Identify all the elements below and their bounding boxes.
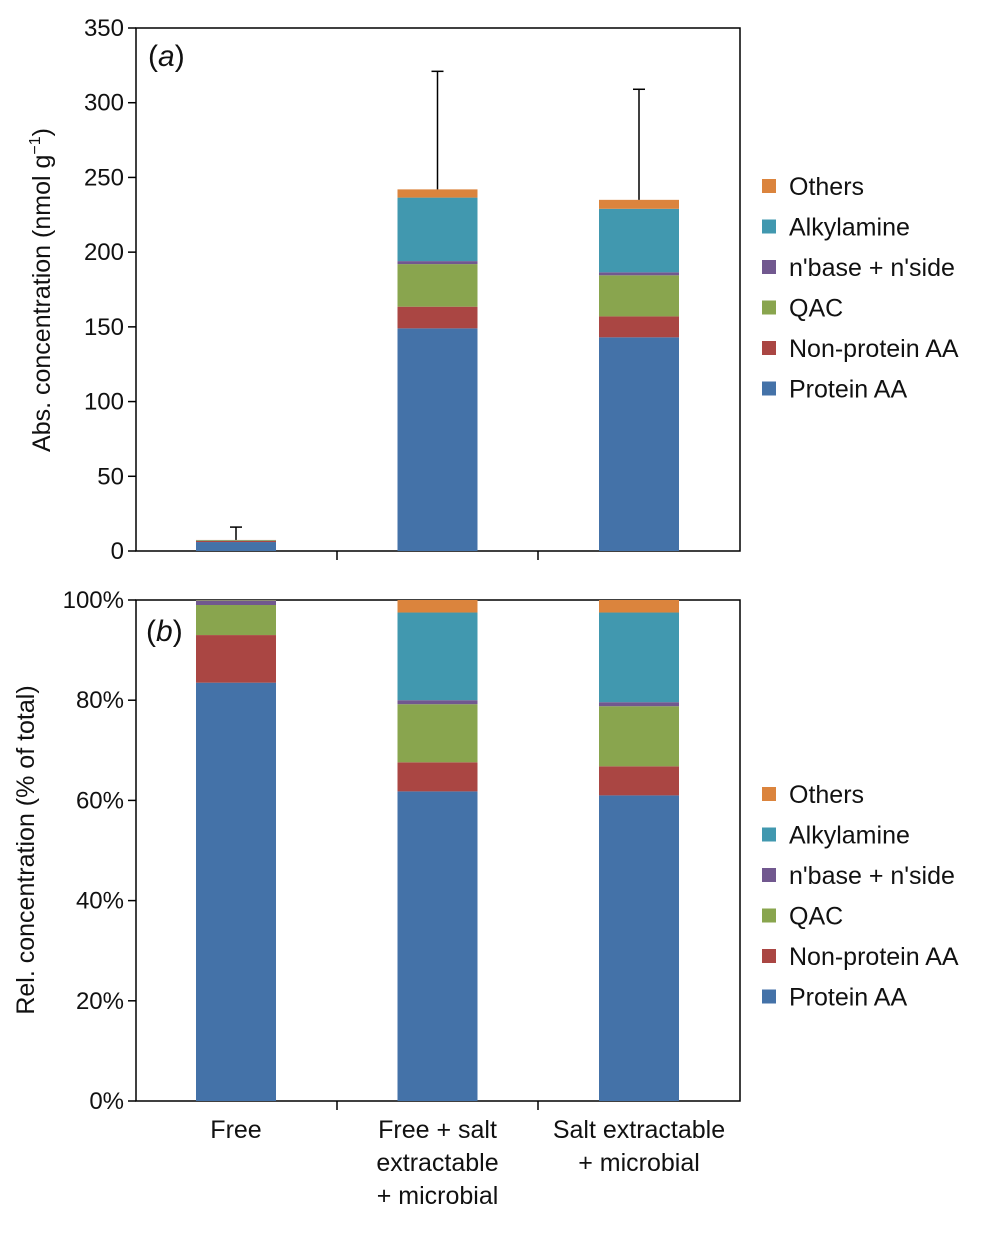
bar-qac [398, 704, 478, 762]
b-y-tick-label: 20% [76, 988, 124, 1015]
category-label: Free + salt [378, 1116, 497, 1144]
bar-qac [398, 264, 478, 307]
bar-others [398, 189, 478, 197]
panel-b-bars [196, 600, 679, 1101]
bar-non-protein-aa [398, 307, 478, 329]
bar-non-protein-aa [196, 541, 276, 542]
legend-swatch-others [762, 179, 776, 193]
b-y-tick-label: 40% [76, 888, 124, 915]
panel-a-x-ticks [337, 551, 538, 560]
bar-non-protein-aa [398, 762, 478, 791]
legend-swatch-others [762, 787, 776, 801]
a-y-tick-label: 0 [111, 538, 124, 565]
panel-b-ylabel: Rel. concentration (% of total) [12, 685, 40, 1014]
bar-n-base-n-side [398, 261, 478, 264]
a-y-tick-label: 50 [97, 463, 124, 490]
bar-alkylamine [398, 613, 478, 701]
panel-a: (a) Abs. concentration (nmol g−1) 0 50 100… [27, 15, 959, 565]
category-label: Salt extractable [553, 1116, 725, 1144]
bar-others [398, 600, 478, 613]
bar-qac [196, 540, 276, 541]
bar-protein-aa [196, 542, 276, 551]
panel-b-y-axis: 0% 20% 40% 60% 80% 100% [63, 587, 136, 1115]
a-y-tick-label: 150 [84, 314, 124, 341]
panel-b: (b) Rel. concentration (% of total) 0% 20… [12, 587, 959, 1210]
category-label: + microbial [377, 1182, 499, 1210]
legend-label-n-base-n-side: n'base + n'side [789, 254, 955, 282]
bar-qac [599, 706, 679, 766]
b-y-tick-label: 100% [63, 587, 124, 614]
a-y-tick-label: 200 [84, 239, 124, 266]
bar-non-protein-aa [196, 635, 276, 683]
legend-label-n-base-n-side: n'base + n'side [789, 862, 955, 890]
panel-b-x-ticks [337, 1101, 538, 1110]
bar-qac [599, 275, 679, 316]
a-y-tick-label: 100 [84, 389, 124, 416]
category-labels: Free Free + salt extractable + microbial Sal… [210, 1116, 725, 1210]
panel-b-legend: Others Alkylamine n'base + n'side QAC Non-pr… [762, 781, 959, 1012]
b-y-tick-label: 60% [76, 787, 124, 814]
bar-others [599, 200, 679, 209]
bar-n-base-n-side [398, 700, 478, 704]
a-y-tick-label: 350 [84, 15, 124, 42]
legend-swatch-protein-aa [762, 990, 776, 1004]
a-y-tick-label: 300 [84, 90, 124, 117]
panel-a-ylabel: Abs. concentration (nmol g−1) [27, 128, 56, 452]
panel-a-bars [196, 189, 679, 551]
panel-a-legend: Others Alkylamine n'base + n'side QAC Non-pr… [762, 173, 959, 404]
legend-swatch-n-base-n-side [762, 868, 776, 882]
category-label: Free [210, 1116, 261, 1144]
bar-non-protein-aa [599, 316, 679, 337]
legend-swatch-n-base-n-side [762, 260, 776, 274]
legend-swatch-alkylamine [762, 828, 776, 842]
bar-n-base-n-side [599, 272, 679, 275]
legend-swatch-protein-aa [762, 382, 776, 396]
bar-non-protein-aa [599, 766, 679, 795]
category-label: extractable [376, 1149, 498, 1177]
legend-label-others: Others [789, 173, 864, 201]
panel-a-y-axis: 0 50 100 150 200 250 300 350 [84, 15, 136, 565]
legend-swatch-alkylamine [762, 220, 776, 234]
a-y-tick-label: 250 [84, 164, 124, 191]
bar-alkylamine [599, 209, 679, 273]
legend-swatch-qac [762, 909, 776, 923]
bar-n-base-n-side [599, 702, 679, 706]
panel-a-label: (a) [148, 40, 185, 73]
bar-protein-aa [599, 337, 679, 551]
legend-label-protein-aa: Protein AA [789, 984, 907, 1012]
panel-b-label: (b) [146, 615, 183, 648]
bar-protein-aa [196, 683, 276, 1101]
bar-alkylamine [398, 198, 478, 262]
bar-protein-aa [599, 795, 679, 1101]
bar-protein-aa [398, 328, 478, 551]
bar-alkylamine [196, 601, 276, 602]
bar-qac [196, 605, 276, 635]
legend-label-non-protein-aa: Non-protein AA [789, 335, 959, 363]
legend-label-protein-aa: Protein AA [789, 376, 907, 404]
bar-others [196, 600, 276, 601]
legend-label-alkylamine: Alkylamine [789, 214, 910, 242]
legend-swatch-non-protein-aa [762, 341, 776, 355]
legend-swatch-non-protein-aa [762, 949, 776, 963]
legend-swatch-qac [762, 301, 776, 315]
bar-alkylamine [599, 613, 679, 703]
bar-protein-aa [398, 791, 478, 1101]
legend-label-qac: QAC [789, 295, 843, 323]
bar-n-base-n-side [196, 601, 276, 605]
b-y-tick-label: 80% [76, 687, 124, 714]
bar-others [599, 600, 679, 613]
b-y-tick-label: 0% [89, 1088, 124, 1115]
legend-label-qac: QAC [789, 903, 843, 931]
category-label: + microbial [578, 1149, 700, 1177]
legend-label-alkylamine: Alkylamine [789, 822, 910, 850]
legend-label-others: Others [789, 781, 864, 809]
legend-label-non-protein-aa: Non-protein AA [789, 943, 959, 971]
